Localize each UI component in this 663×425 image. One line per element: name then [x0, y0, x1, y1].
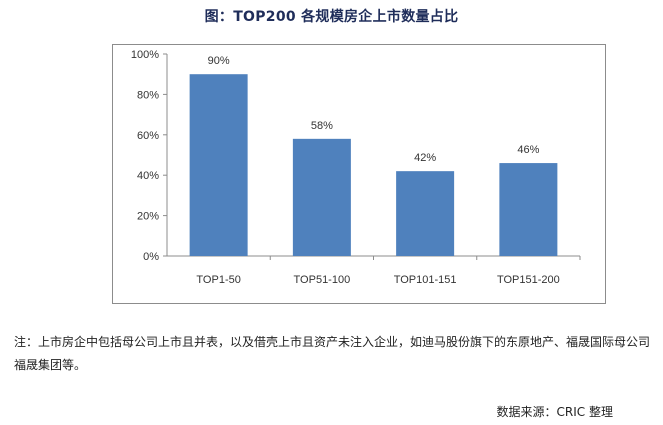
data-source: 数据来源：CRIC 整理 [496, 405, 613, 419]
data-label: 90% [208, 55, 230, 67]
y-tick-label: 60% [137, 130, 159, 142]
x-tick-label: TOP151-200 [497, 274, 560, 286]
bar [189, 74, 248, 256]
data-label: 46% [517, 144, 539, 156]
y-tick-label: 80% [137, 89, 159, 101]
chart-title: 图：TOP200 各规模房企上市数量占比 [204, 9, 459, 25]
footnote: 注：上市房企中包括母公司上市且并表，以及借壳上市且资产未注入企业，如迪马股份旗下… [14, 335, 651, 372]
x-tick-label: TOP1-50 [196, 274, 240, 286]
data-label: 42% [414, 152, 436, 164]
data-label: 58% [311, 120, 333, 132]
bar [396, 171, 455, 256]
y-tick-label: 0% [143, 251, 159, 263]
x-tick-label: TOP51-100 [294, 274, 351, 286]
bar [292, 138, 351, 256]
y-tick-label: 20% [137, 211, 159, 223]
y-tick-label: 100% [131, 49, 159, 61]
bar [499, 163, 558, 256]
y-tick-label: 40% [137, 170, 159, 182]
x-tick-label: TOP101-151 [394, 274, 457, 286]
